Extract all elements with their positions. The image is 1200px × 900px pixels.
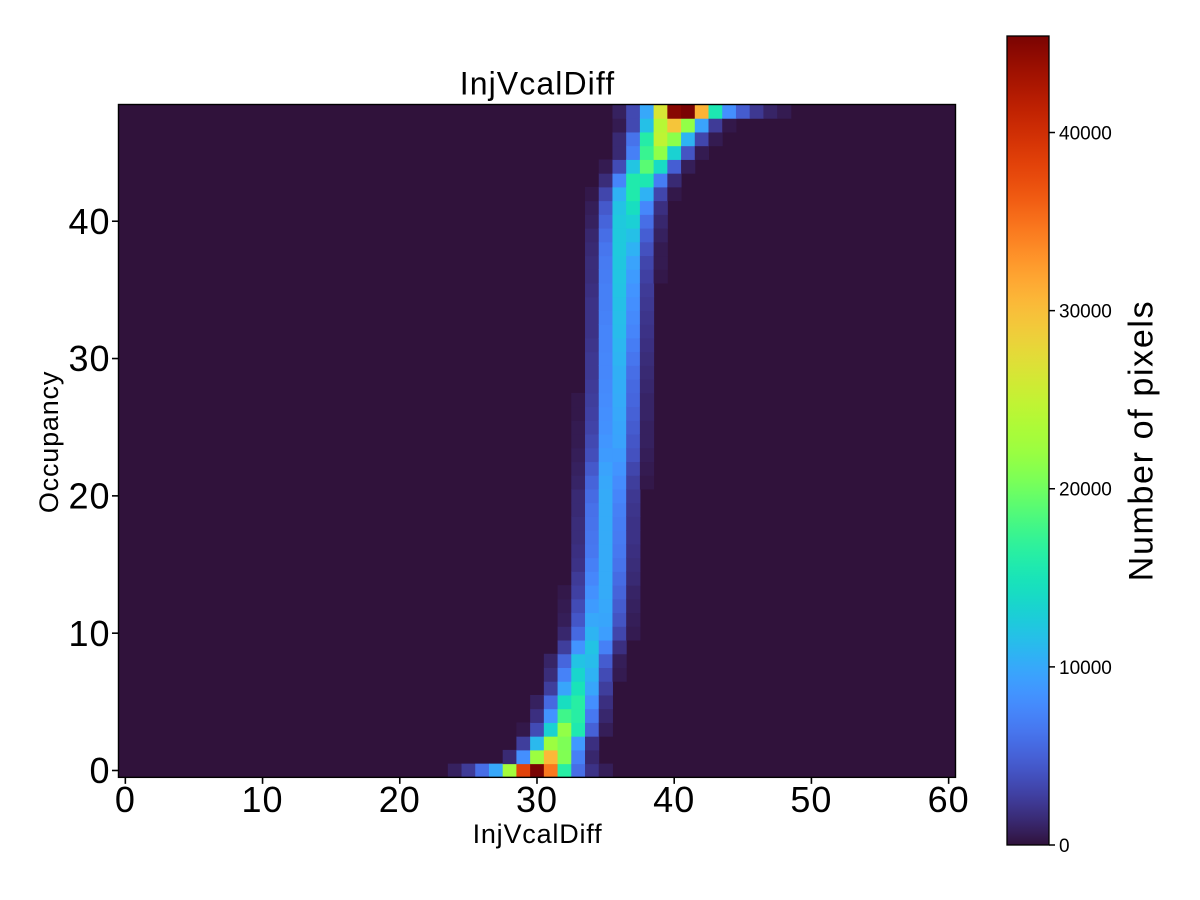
- svg-text:0: 0: [1059, 836, 1070, 857]
- svg-text:50: 50: [790, 779, 832, 820]
- svg-text:40: 40: [68, 201, 110, 242]
- svg-text:30000: 30000: [1059, 302, 1112, 323]
- svg-text:20000: 20000: [1059, 480, 1112, 501]
- svg-text:30: 30: [516, 779, 558, 820]
- svg-text:Number of pixels: Number of pixels: [1123, 300, 1161, 582]
- svg-text:10: 10: [242, 779, 284, 820]
- svg-text:20: 20: [379, 779, 421, 820]
- svg-text:40000: 40000: [1059, 123, 1112, 144]
- svg-text:40: 40: [653, 779, 695, 820]
- svg-text:InjVcalDiff: InjVcalDiff: [473, 819, 603, 849]
- svg-text:0: 0: [115, 779, 136, 820]
- svg-text:10000: 10000: [1059, 658, 1112, 679]
- svg-text:60: 60: [928, 779, 970, 820]
- svg-text:0: 0: [89, 750, 110, 791]
- svg-text:20: 20: [68, 476, 110, 517]
- svg-text:InjVcalDiff: InjVcalDiff: [460, 66, 616, 102]
- svg-text:10: 10: [68, 613, 110, 654]
- svg-text:30: 30: [68, 338, 110, 379]
- svg-text:Occupancy: Occupancy: [34, 371, 64, 513]
